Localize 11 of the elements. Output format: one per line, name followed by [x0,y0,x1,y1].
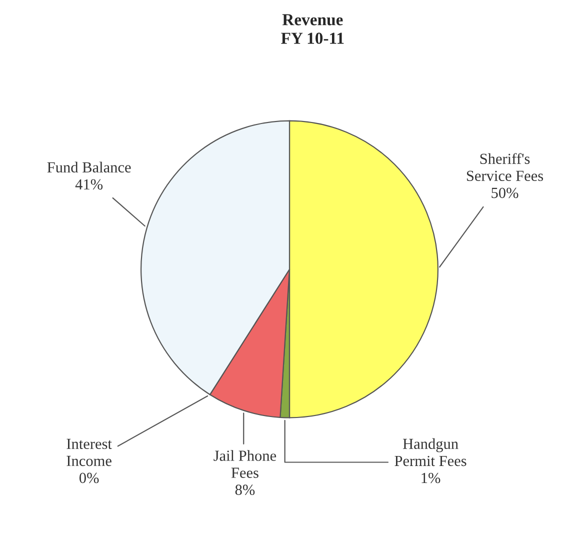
slice-label: Sheriff's Service Fees [466,153,544,182]
slice-label: Fund Balance [47,162,131,173]
slice-label: Jail Phone Fees [214,450,276,478]
data-label: 41% [75,179,103,190]
slice-label: Handgun Permit Fees [394,438,466,466]
chart-title: Revenue FY 10-11 [281,14,344,44]
text: 0% [79,472,99,484]
category-label: Interest Income [66,438,112,466]
data-label: 50% [492,188,518,198]
data-label: 1% [422,472,440,484]
data-label: 8% [235,484,255,496]
